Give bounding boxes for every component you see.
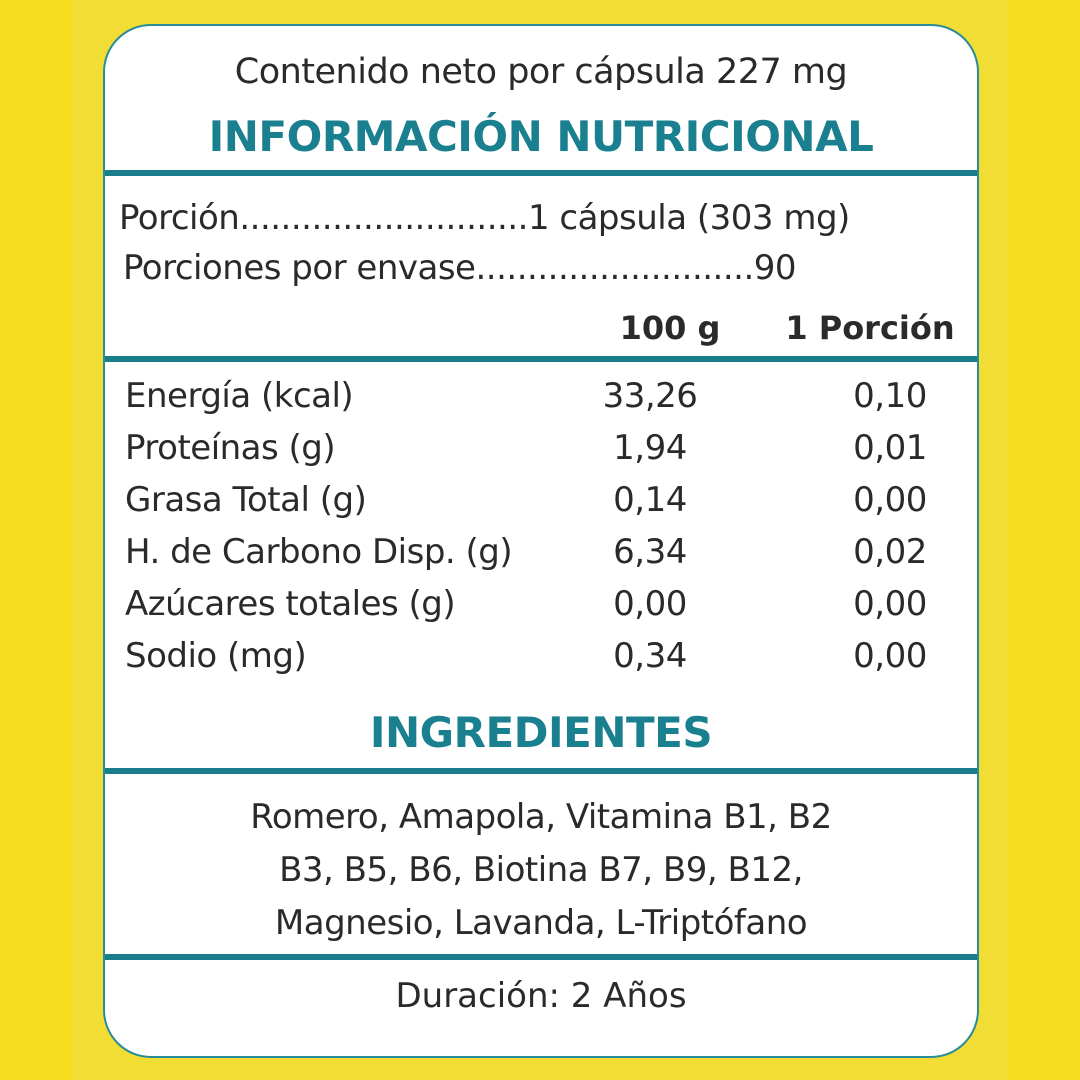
nutrient-name: Proteínas (g) <box>125 428 336 468</box>
value-per-portion: 0,00 <box>853 636 927 676</box>
ingredients-list: Romero, Amapola, Vitamina B1, B2 B3, B5,… <box>105 791 977 950</box>
serving-size: Porción............................1 cáp… <box>119 198 850 238</box>
value-per-100g: 6,34 <box>613 532 687 572</box>
value-per-100g: 1,94 <box>613 428 687 468</box>
nutrient-name: Azúcares totales (g) <box>125 584 456 624</box>
divider <box>105 356 977 362</box>
serving-label: Porción <box>119 198 240 238</box>
nutrient-row: Energía (kcal) 33,26 0,10 <box>125 376 965 428</box>
net-content: Contenido neto por cápsula 227 mg <box>234 52 848 92</box>
nutrient-row: Azúcares totales (g) 0,00 0,00 <box>125 584 965 636</box>
value-per-100g: 33,26 <box>602 376 698 416</box>
divider <box>105 954 977 960</box>
nutrient-name: Sodio (mg) <box>125 636 307 676</box>
value-per-100g: 0,14 <box>613 480 687 520</box>
nutrient-row: Proteínas (g) 1,94 0,01 <box>125 428 965 480</box>
nutrient-row: Grasa Total (g) 0,14 0,00 <box>125 480 965 532</box>
divider <box>105 170 977 176</box>
nutrient-row: H. de Carbono Disp. (g) 6,34 0,02 <box>125 532 965 584</box>
leader-dots: ............................ <box>239 198 528 238</box>
ingredients-line: Romero, Amapola, Vitamina B1, B2 <box>250 797 832 837</box>
nutrient-name: H. de Carbono Disp. (g) <box>125 532 513 572</box>
value-per-portion: 0,01 <box>853 428 927 468</box>
leader-dots: ........................... <box>475 248 754 288</box>
column-header-100g: 100 g <box>619 309 721 347</box>
value-per-portion: 0,00 <box>853 480 927 520</box>
shelf-life: Duración: 2 Años <box>395 976 687 1016</box>
serving-value: 1 cápsula (303 mg) <box>527 198 850 238</box>
ingredients-line: Magnesio, Lavanda, L-Triptófano <box>274 903 808 943</box>
servings-per-container: Porciones por envase....................… <box>123 248 797 288</box>
background-edge-left <box>0 0 72 1080</box>
nutrient-name: Grasa Total (g) <box>125 480 367 520</box>
divider <box>105 768 977 774</box>
background-edge-right <box>1008 0 1080 1080</box>
value-per-portion: 0,00 <box>853 584 927 624</box>
column-header-portion: 1 Porción <box>785 309 955 347</box>
value-per-100g: 0,34 <box>613 636 687 676</box>
nutrition-title: INFORMACIÓN NUTRICIONAL <box>208 112 874 161</box>
ingredients-line: B3, B5, B6, Biotina B7, B9, B12, <box>279 850 803 890</box>
value-per-portion: 0,10 <box>853 376 927 416</box>
nutrient-row: Sodio (mg) 0,34 0,00 <box>125 636 965 688</box>
ingredients-title: INGREDIENTES <box>369 708 713 757</box>
value-per-portion: 0,02 <box>853 532 927 572</box>
value-per-100g: 0,00 <box>613 584 687 624</box>
nutrient-name: Energía (kcal) <box>125 376 354 416</box>
servings-value: 90 <box>753 248 797 288</box>
nutrition-label: Contenido neto por cápsula 227 mg INFORM… <box>103 24 979 1058</box>
servings-label: Porciones por envase <box>123 248 476 288</box>
